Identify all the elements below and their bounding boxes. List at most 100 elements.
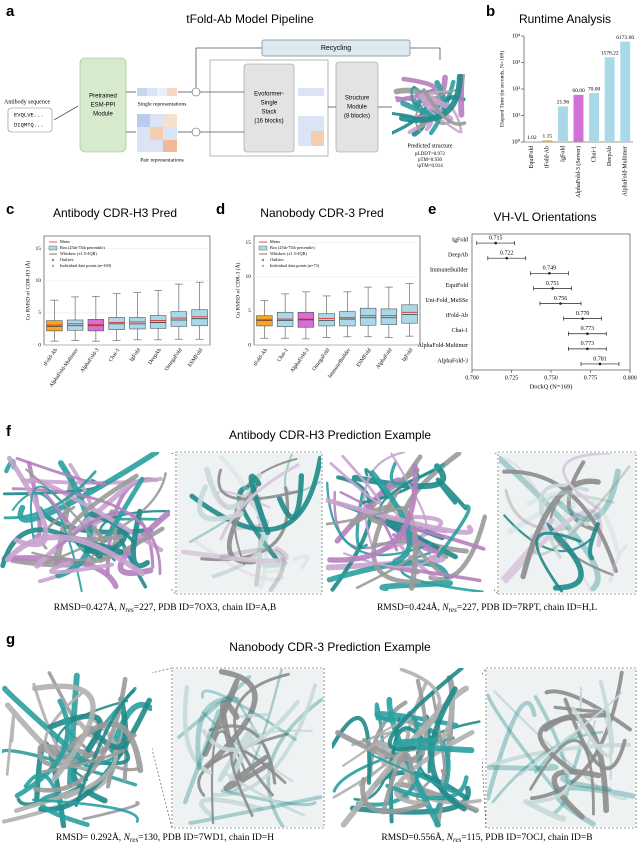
ribbon (422, 88, 467, 126)
ribbon (188, 795, 323, 825)
ribbon (557, 468, 621, 522)
ribbon (566, 460, 602, 533)
x-tick-label: DeepAb (607, 146, 613, 166)
ribbon (4, 534, 145, 577)
sequence: DIQMTQ... (14, 121, 44, 128)
box (359, 307, 377, 326)
arrow (410, 47, 441, 60)
add-node (191, 127, 201, 137)
metric: pTM=0.930 (418, 158, 443, 163)
ribbon (502, 469, 618, 574)
ribbon (385, 775, 469, 801)
ribbon (487, 763, 559, 771)
y-tick-label: DeepAb (448, 253, 468, 259)
ribbon (199, 797, 264, 818)
ribbon (537, 712, 608, 776)
y-tick-label: EquiFold (446, 283, 468, 289)
x-tick-label: EquiFold (529, 146, 535, 168)
ribbon (519, 691, 623, 777)
ribbon (240, 712, 270, 719)
ribbon (407, 120, 433, 135)
esm-module (79, 57, 127, 153)
structure-render (173, 669, 323, 827)
structure-render (177, 453, 321, 593)
ribbon (587, 522, 601, 561)
point (494, 241, 498, 245)
ribbon (219, 547, 286, 592)
module-text: Module (347, 105, 367, 111)
x-tick-label: IgFold (129, 347, 142, 363)
y-tick-label: 10⁴ (512, 33, 520, 39)
box (170, 311, 188, 327)
ribbon (37, 472, 167, 567)
x-tick-label: 0.750 (544, 375, 558, 381)
module-text: (16 blocks) (254, 119, 283, 125)
value-label: 70.00 (588, 86, 601, 92)
caption-text: RMSD=0.556Å, (381, 831, 446, 843)
bar (620, 41, 631, 142)
point (586, 332, 589, 336)
y-tick-label: Chai-1 (452, 328, 468, 334)
ribbon (369, 470, 413, 566)
pipeline-title: tFold-Ab Model Pipeline (186, 12, 314, 26)
value-label: 0.715 (489, 235, 503, 241)
box (380, 308, 398, 325)
legend-swatch (258, 245, 268, 251)
ribbon (487, 693, 559, 794)
legend-swatch (51, 264, 55, 268)
point (598, 362, 602, 366)
value-label: 21.96 (557, 100, 570, 106)
ribbon (38, 791, 90, 828)
x-tick-label: Chai-1 (108, 347, 122, 363)
ribbon (67, 473, 139, 542)
ribbon (40, 748, 126, 774)
single-rep (137, 88, 177, 96)
x-tick-label: tFold-Ab (253, 347, 270, 367)
output-label: Predicted structure (407, 143, 452, 149)
box (149, 315, 167, 329)
y-tick-label: 10 (36, 278, 42, 284)
y-tick-label: 10⁰ (512, 138, 521, 145)
legend-label: Whiskers (±1.5×IQR) (270, 251, 307, 256)
module-text: Pretrained (89, 94, 117, 100)
ribbon (29, 485, 62, 543)
y-tick-label: IgFold (452, 237, 468, 243)
x-tick-label: 0.800 (623, 375, 637, 381)
point (581, 317, 584, 320)
ribbon (220, 789, 317, 807)
ribbon (38, 697, 152, 813)
y-tick-label: 0 (38, 342, 41, 348)
value-label: 1.02 (527, 135, 537, 141)
legend-label: Mean (60, 239, 70, 244)
ribbon (47, 671, 79, 726)
y-tick-label: Uni-Fold_MuSSe (425, 298, 468, 304)
ribbon (82, 801, 140, 821)
caption-text: =115, PDB ID=7OCJ, chain ID=B (461, 833, 592, 843)
ribbon (103, 476, 145, 543)
x-tick-label: Chai-1 (276, 347, 290, 363)
module-text: Single (261, 101, 278, 107)
box (191, 309, 208, 327)
section-title: Antibody CDR-H3 Prediction Example (229, 428, 431, 442)
caption-text: =130, PDB ID=7WD1, chain ID=H (138, 833, 274, 843)
ribbon (183, 709, 221, 805)
x-tick-label: 0.775 (584, 375, 598, 381)
value-label: 0.781 (593, 356, 607, 362)
box (66, 319, 84, 331)
chart-title: Nanobody CDR-3 Pred (260, 206, 383, 220)
ribbon (11, 487, 162, 576)
caption-text: RMSD=0.424Å, (377, 601, 442, 613)
ribbon (189, 455, 321, 533)
y-tick-label: 10¹ (512, 113, 520, 119)
caption-symbol: N (123, 833, 131, 843)
y-tick-label: 10² (512, 86, 520, 92)
ribbon (223, 754, 271, 791)
ribbon (428, 686, 467, 812)
add-node (191, 87, 201, 97)
ribbon (560, 773, 612, 792)
x-tick-label: AlphaFold-3 (290, 347, 311, 374)
point (559, 302, 562, 305)
pipeline: tFold-Ab Model Pipeline Antibody sequenc… (4, 12, 453, 169)
ribbon (326, 497, 474, 535)
ribbon (5, 713, 16, 776)
